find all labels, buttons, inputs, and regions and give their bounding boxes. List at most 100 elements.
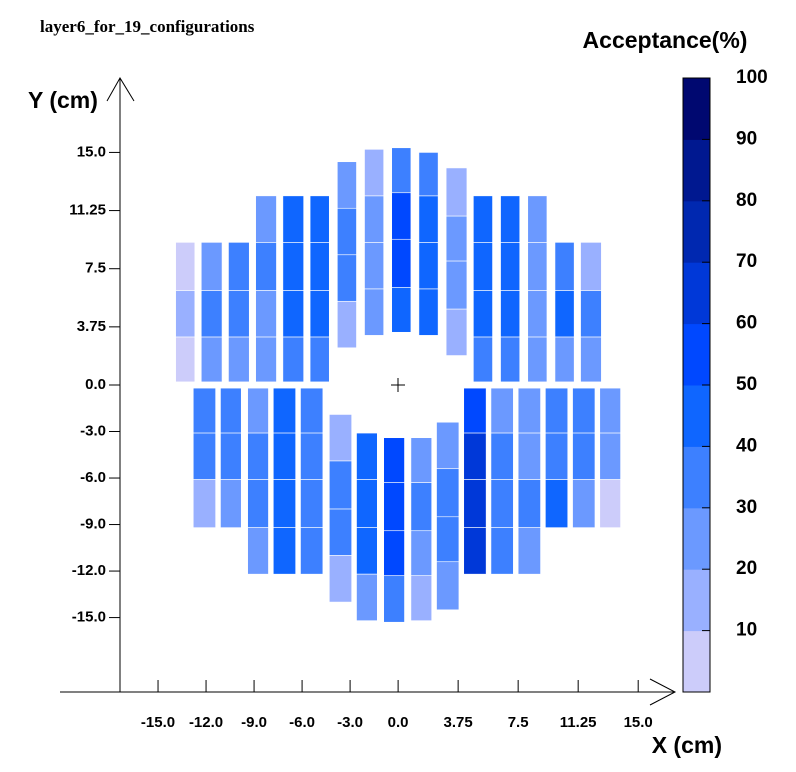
colorbar-band (683, 507, 710, 570)
cell (364, 288, 385, 336)
cell (545, 479, 569, 528)
colorbar-tick-label: 60 (736, 313, 757, 334)
cell (554, 290, 575, 338)
cell (328, 555, 352, 603)
cell (356, 527, 378, 575)
cell (282, 336, 304, 383)
cell (490, 527, 514, 575)
cell (436, 421, 460, 470)
colorbar-band (683, 78, 710, 140)
cell (490, 432, 514, 480)
cell (282, 290, 304, 338)
cell (545, 387, 569, 434)
cell (527, 336, 548, 383)
cell (200, 242, 223, 291)
cell (572, 387, 596, 434)
cell (463, 432, 487, 480)
cell (309, 336, 330, 383)
cell (309, 195, 330, 243)
x-tick-label: -6.0 (289, 714, 315, 731)
cell (445, 308, 468, 356)
cell (255, 242, 277, 291)
cell (282, 242, 304, 291)
cell (175, 336, 196, 383)
cell (228, 336, 250, 383)
cell (436, 468, 460, 518)
cell (418, 195, 439, 243)
colorbar-band (683, 200, 710, 263)
cell (580, 242, 602, 291)
y-tick-label: -3.0 (80, 422, 106, 439)
cell (247, 432, 269, 480)
cell (580, 290, 602, 338)
cell (175, 290, 196, 338)
cell (572, 432, 596, 480)
y-tick-label: 7.5 (85, 260, 106, 277)
cell (336, 300, 357, 349)
cell (383, 437, 405, 483)
cell (200, 336, 223, 383)
y-tick-label: -15.0 (72, 609, 106, 626)
cell (473, 242, 493, 291)
cell (473, 290, 493, 338)
cell (300, 527, 324, 575)
cell (527, 195, 548, 243)
x-tick-label: -15.0 (141, 714, 175, 731)
cell (517, 527, 541, 575)
cell (517, 479, 541, 528)
y-tick-label: -12.0 (72, 562, 106, 579)
colorbar-tick-label: 30 (736, 497, 757, 518)
cell (391, 287, 412, 333)
colorbar-band (683, 262, 710, 325)
cell (391, 147, 412, 194)
colorbar-band (683, 569, 710, 632)
cell (255, 336, 277, 383)
cell (175, 242, 196, 291)
y-axis-arrow (106, 77, 135, 102)
cell (599, 432, 621, 480)
cell (445, 215, 468, 262)
cell (336, 254, 357, 302)
colorbar-tick-label: 70 (736, 251, 757, 272)
cell (328, 508, 352, 556)
x-tick-label: -3.0 (337, 714, 363, 731)
cell (599, 479, 621, 528)
cell (572, 479, 596, 528)
cell (527, 242, 548, 291)
cell (309, 242, 330, 291)
cell (500, 290, 521, 338)
y-tick-label: -9.0 (80, 516, 106, 533)
cell (410, 437, 433, 483)
cell (272, 387, 296, 434)
colorbar-tick-label: 50 (736, 374, 757, 395)
cell (364, 242, 385, 290)
colorbar-tick-label: 80 (736, 190, 757, 211)
y-tick-label: 3.75 (77, 318, 106, 335)
x-tick-label: -12.0 (189, 714, 223, 731)
cell (436, 561, 460, 611)
cell (255, 195, 277, 243)
chart-title: layer6_for_19_configurations (40, 17, 255, 36)
cell (410, 575, 433, 621)
x-tick-label: 3.75 (444, 714, 473, 731)
x-tick-label: -9.0 (241, 714, 267, 731)
cell (473, 336, 493, 383)
cell (356, 479, 378, 528)
colorbar-band (683, 139, 710, 202)
cell (500, 195, 521, 243)
cell (282, 195, 304, 243)
x-axis-arrow (649, 678, 677, 706)
cell (220, 387, 242, 434)
cell (220, 479, 242, 528)
cell (500, 242, 521, 291)
cell (247, 527, 269, 575)
x-tick-label: 0.0 (388, 714, 409, 731)
cell (356, 432, 378, 480)
colorbar-frame (682, 77, 711, 693)
cell (580, 336, 602, 383)
cell (336, 161, 357, 209)
cell (545, 432, 569, 480)
cell (410, 530, 433, 577)
cell (247, 387, 269, 434)
